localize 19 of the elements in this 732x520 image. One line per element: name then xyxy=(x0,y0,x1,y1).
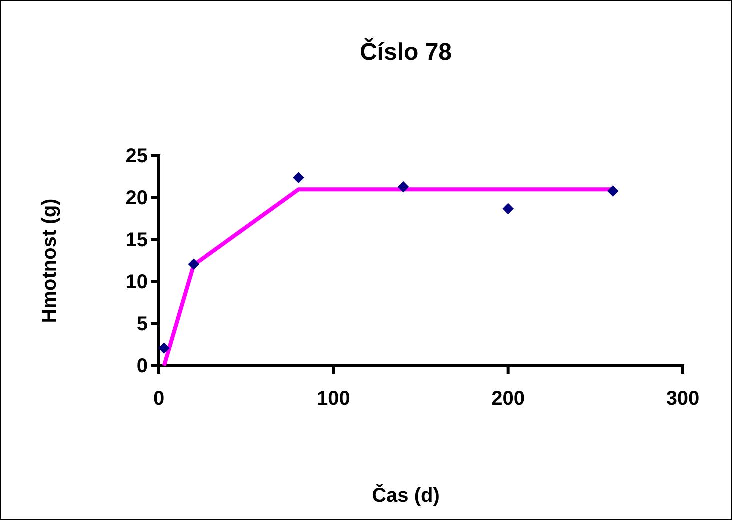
x-tick-label: 100 xyxy=(316,388,350,410)
y-tick-label: 20 xyxy=(126,187,148,210)
y-tick-label: 0 xyxy=(136,355,148,378)
y-axis-title: Hmotnost (g) xyxy=(39,198,61,324)
chart-title: Číslo 78 xyxy=(360,38,452,66)
point xyxy=(607,186,619,197)
point xyxy=(502,203,514,215)
point xyxy=(398,181,410,193)
y-tick-label: 15 xyxy=(126,229,148,252)
x-tick-label: 300 xyxy=(666,388,700,410)
x-axis-title: Čas (d) xyxy=(372,484,440,507)
y-tick-label: 10 xyxy=(126,271,148,294)
point xyxy=(293,172,304,184)
y-tick-label: 5 xyxy=(136,313,148,336)
x-tick-label: 0 xyxy=(153,388,165,410)
point xyxy=(158,342,170,354)
x-tick-label: 200 xyxy=(492,388,526,410)
y-tick-label: 25 xyxy=(126,145,148,168)
point xyxy=(188,258,200,270)
